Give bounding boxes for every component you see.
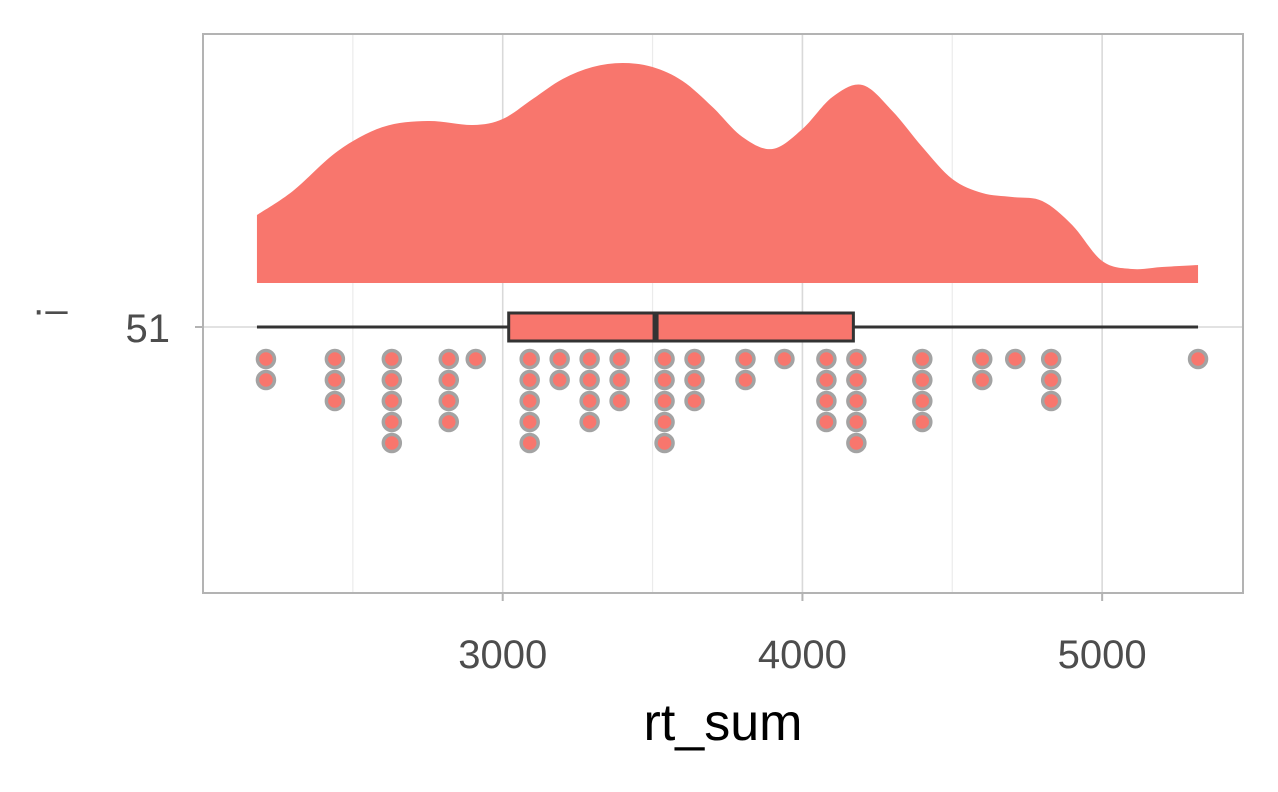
data-dot: [609, 348, 630, 370]
x-tick-label: 5000: [1058, 633, 1147, 677]
data-dot: [1187, 348, 1209, 370]
data-dot: [774, 348, 795, 370]
box-iqr: [507, 311, 855, 343]
data-dot: [735, 369, 756, 391]
y-tick-label: 51: [126, 307, 171, 351]
data-dot: [684, 348, 705, 370]
dotplot-layer: [255, 348, 1209, 454]
data-dot: [381, 369, 403, 391]
data-dot: [1004, 348, 1026, 370]
data-dot: [654, 411, 675, 433]
data-dot: [684, 369, 705, 391]
data-dot: [654, 348, 675, 370]
data-dot: [846, 411, 867, 433]
data-dot: [579, 348, 600, 370]
data-dot: [549, 369, 570, 391]
data-dot: [519, 390, 540, 412]
data-dot: [438, 369, 460, 391]
data-dot: [654, 390, 675, 412]
data-dot: [912, 369, 933, 391]
x-tick-label: 4000: [758, 633, 847, 677]
data-dot: [255, 369, 277, 391]
data-dot: [816, 411, 837, 433]
data-dot: [1040, 369, 1062, 391]
data-dot: [579, 411, 600, 433]
data-dot: [912, 348, 933, 370]
density-layer: [256, 63, 1199, 283]
data-dot: [654, 369, 675, 391]
data-dot: [381, 348, 403, 370]
data-dot: [324, 348, 346, 370]
data-dot: [609, 390, 630, 412]
data-dot: [465, 348, 486, 370]
boxplot-layer: [256, 311, 1199, 343]
data-dot: [549, 348, 570, 370]
x-axis-title: rt_sum: [644, 694, 803, 752]
data-dot: [519, 411, 540, 433]
data-dot: [654, 432, 675, 454]
data-dot: [324, 390, 346, 412]
data-dot: [579, 390, 600, 412]
data-dot: [846, 369, 867, 391]
data-dot: [816, 369, 837, 391]
data-dot: [438, 348, 460, 370]
data-dot: [816, 390, 837, 412]
data-dot: [438, 390, 460, 412]
data-dot: [735, 348, 756, 370]
data-dot: [324, 369, 346, 391]
data-dot: [912, 411, 933, 433]
data-dot: [816, 348, 837, 370]
x-tick-label: 3000: [458, 633, 547, 677]
data-dot: [846, 348, 867, 370]
data-dot: [255, 348, 277, 370]
data-dot: [519, 348, 540, 370]
axes: 51 ·– rt_sum 3000 4000 5000: [32, 288, 1147, 752]
data-dot: [519, 432, 540, 454]
panel-border: [202, 33, 1244, 594]
y-axis-title-glyph: ·–: [32, 288, 68, 332]
data-dot: [381, 390, 403, 412]
data-dot: [846, 432, 867, 454]
data-dot: [381, 432, 403, 454]
data-dot: [609, 369, 630, 391]
data-dot: [1040, 390, 1062, 412]
data-dot: [972, 348, 993, 370]
data-dot: [1040, 348, 1062, 370]
density-area: [256, 63, 1199, 283]
data-dot: [846, 390, 867, 412]
data-dot: [684, 390, 705, 412]
data-dot: [912, 390, 933, 412]
data-dot: [381, 411, 403, 433]
data-dot: [519, 369, 540, 391]
data-dot: [438, 411, 460, 433]
data-dot: [579, 369, 600, 391]
data-dot: [972, 369, 993, 391]
